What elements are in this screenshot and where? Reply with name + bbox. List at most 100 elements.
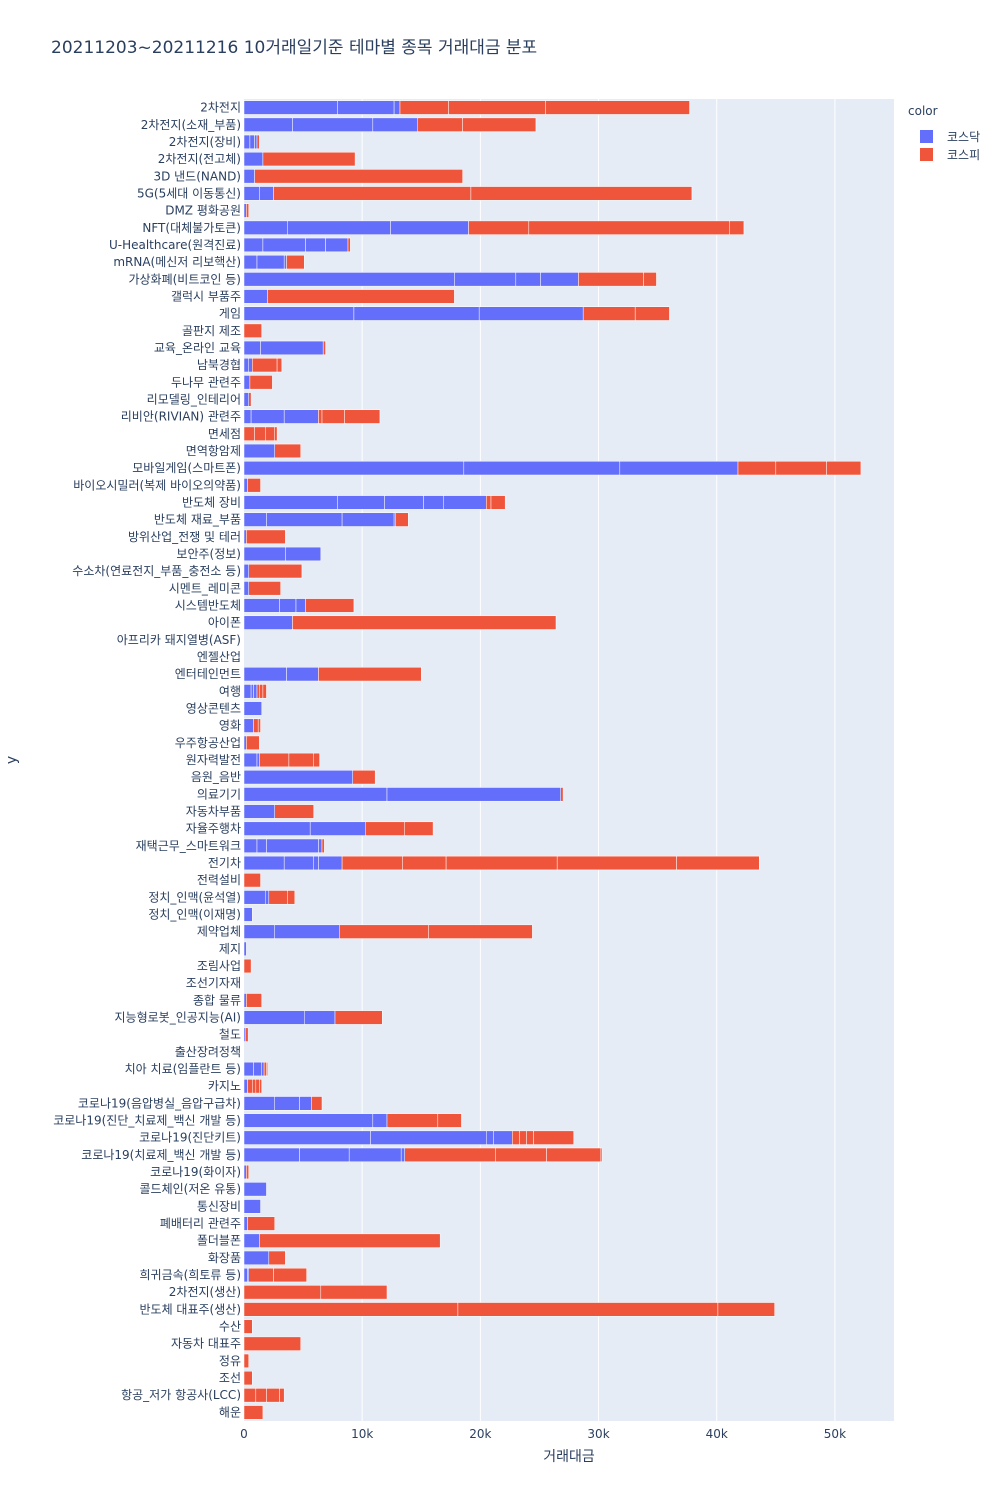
bar-segment [243, 598, 280, 613]
bar-segment [304, 1010, 336, 1025]
bar-segment [243, 409, 252, 424]
bar-segment [243, 821, 311, 836]
x-axis-title: 거래대금 [543, 1449, 595, 1465]
bar-segment [463, 461, 621, 476]
y-tick-label: 조선 [219, 1371, 241, 1385]
bar-segment [243, 1216, 248, 1231]
x-tick-label: 10k [351, 1427, 373, 1441]
y-tick-label: U-Healthcare(원격진료) [109, 238, 241, 252]
y-tick-label: 자동차 대표주 [171, 1337, 241, 1351]
bar-segment [253, 684, 258, 699]
y-tick-label: 코로나19(진단_치료제_백신 개발 등) [53, 1114, 241, 1128]
x-tick-label: 30k [587, 1427, 609, 1441]
bar-segment [526, 1130, 534, 1145]
legend-swatch-kosdaq [920, 129, 933, 143]
bar-segment [445, 855, 558, 871]
bar-segment [352, 770, 376, 785]
bar-segment [274, 804, 314, 819]
y-tick-label: 전기차 [208, 856, 241, 870]
bar-segment [259, 1233, 441, 1248]
bar-segment [519, 1130, 527, 1145]
y-tick-label: 면역항암제 [186, 444, 241, 458]
bar-segment [243, 958, 252, 974]
y-tick-label: 코로나19(음압병실_음압구급차) [78, 1096, 241, 1110]
bar-segment [287, 890, 296, 905]
bar-segment [243, 907, 253, 922]
bar-segment [256, 254, 285, 270]
bar-segment [243, 100, 338, 115]
bar-segment [320, 1285, 388, 1300]
bar-segment [826, 461, 862, 476]
legend-item-kospi[interactable]: 코스피 [920, 145, 980, 163]
bar-segment [402, 855, 447, 871]
bar-segment [266, 512, 343, 527]
y-tick-label: 코로나19(화이자) [150, 1165, 241, 1179]
bar-segment [737, 461, 777, 476]
bar-segment [490, 495, 506, 510]
y-tick-label: 2차전지(생산) [169, 1285, 241, 1299]
bar-segment [533, 1130, 574, 1145]
bar-segment [243, 804, 275, 819]
bar-segment [486, 1130, 494, 1145]
legend-swatch-kospi [920, 147, 933, 161]
bar-segment [255, 1079, 260, 1094]
bar-segment [321, 838, 325, 853]
bar-segment [243, 237, 264, 253]
bar-segment [243, 1147, 300, 1163]
bar-segment [457, 1302, 719, 1317]
y-tick-label: mRNA(메신저 리보핵산) [113, 255, 241, 269]
bar-segment [243, 186, 260, 201]
bar-segment [243, 1233, 260, 1248]
y-tick-label: 게임 [219, 307, 241, 321]
bar-segment [243, 838, 258, 853]
y-tick-label: 우주항공산업 [175, 736, 241, 750]
y-axis-title: y [4, 756, 20, 764]
bar-segment [246, 993, 262, 1008]
bar-segment [243, 890, 266, 905]
bar-segment [249, 375, 273, 390]
bar-segment [256, 134, 260, 150]
y-tick-label: 반도체 장비 [182, 495, 241, 509]
y-tick-label: 정치_인맥(윤석열) [148, 890, 241, 904]
y-tick-label: 해운 [219, 1405, 241, 1419]
bar-segment [243, 512, 267, 527]
y-tick-label: 아이폰 [208, 616, 241, 630]
bar-segment [255, 1388, 267, 1403]
bar-segment [243, 1319, 253, 1334]
bar-segment [528, 220, 730, 235]
bar-segment [253, 1061, 262, 1077]
bar-segment [337, 100, 395, 115]
bar-segment [243, 443, 275, 459]
bar-segment [337, 495, 385, 510]
bar-segment [243, 993, 247, 1008]
bar-segment [370, 1130, 487, 1145]
bar-segment [365, 821, 405, 836]
bar-segment [334, 1010, 383, 1025]
bar-segment [400, 1147, 405, 1163]
bar-segment [243, 735, 247, 750]
bar-segment [288, 752, 314, 768]
bar-segment [353, 306, 480, 321]
y-tick-label: 골판지 제조 [182, 324, 241, 338]
bar-segment [775, 461, 827, 476]
legend-item-kosdaq[interactable]: 코스닥 [920, 127, 980, 145]
y-tick-label: 정유 [219, 1354, 241, 1368]
bar-segment [254, 169, 463, 184]
bar-segment [259, 752, 290, 768]
bar-segment [246, 735, 260, 750]
x-tick-label: 50k [824, 1427, 846, 1441]
y-tick-label: 희귀금속(희토류 등) [140, 1268, 242, 1282]
bar-segment [243, 529, 247, 544]
y-tick-label: 모바일게임(스마트폰) [132, 461, 241, 475]
y-tick-label: 2차전지 [200, 101, 241, 115]
bar-segment [265, 426, 275, 441]
bar-segment [313, 855, 319, 871]
y-tick-label: 폐배터리 관련주 [160, 1217, 241, 1231]
bar-segment [259, 186, 274, 201]
bar-segment [243, 254, 258, 270]
y-tick-label: 카지노 [208, 1079, 241, 1093]
bar-segment [243, 306, 355, 321]
bar-segment [243, 581, 249, 596]
bar-segment [262, 237, 306, 253]
